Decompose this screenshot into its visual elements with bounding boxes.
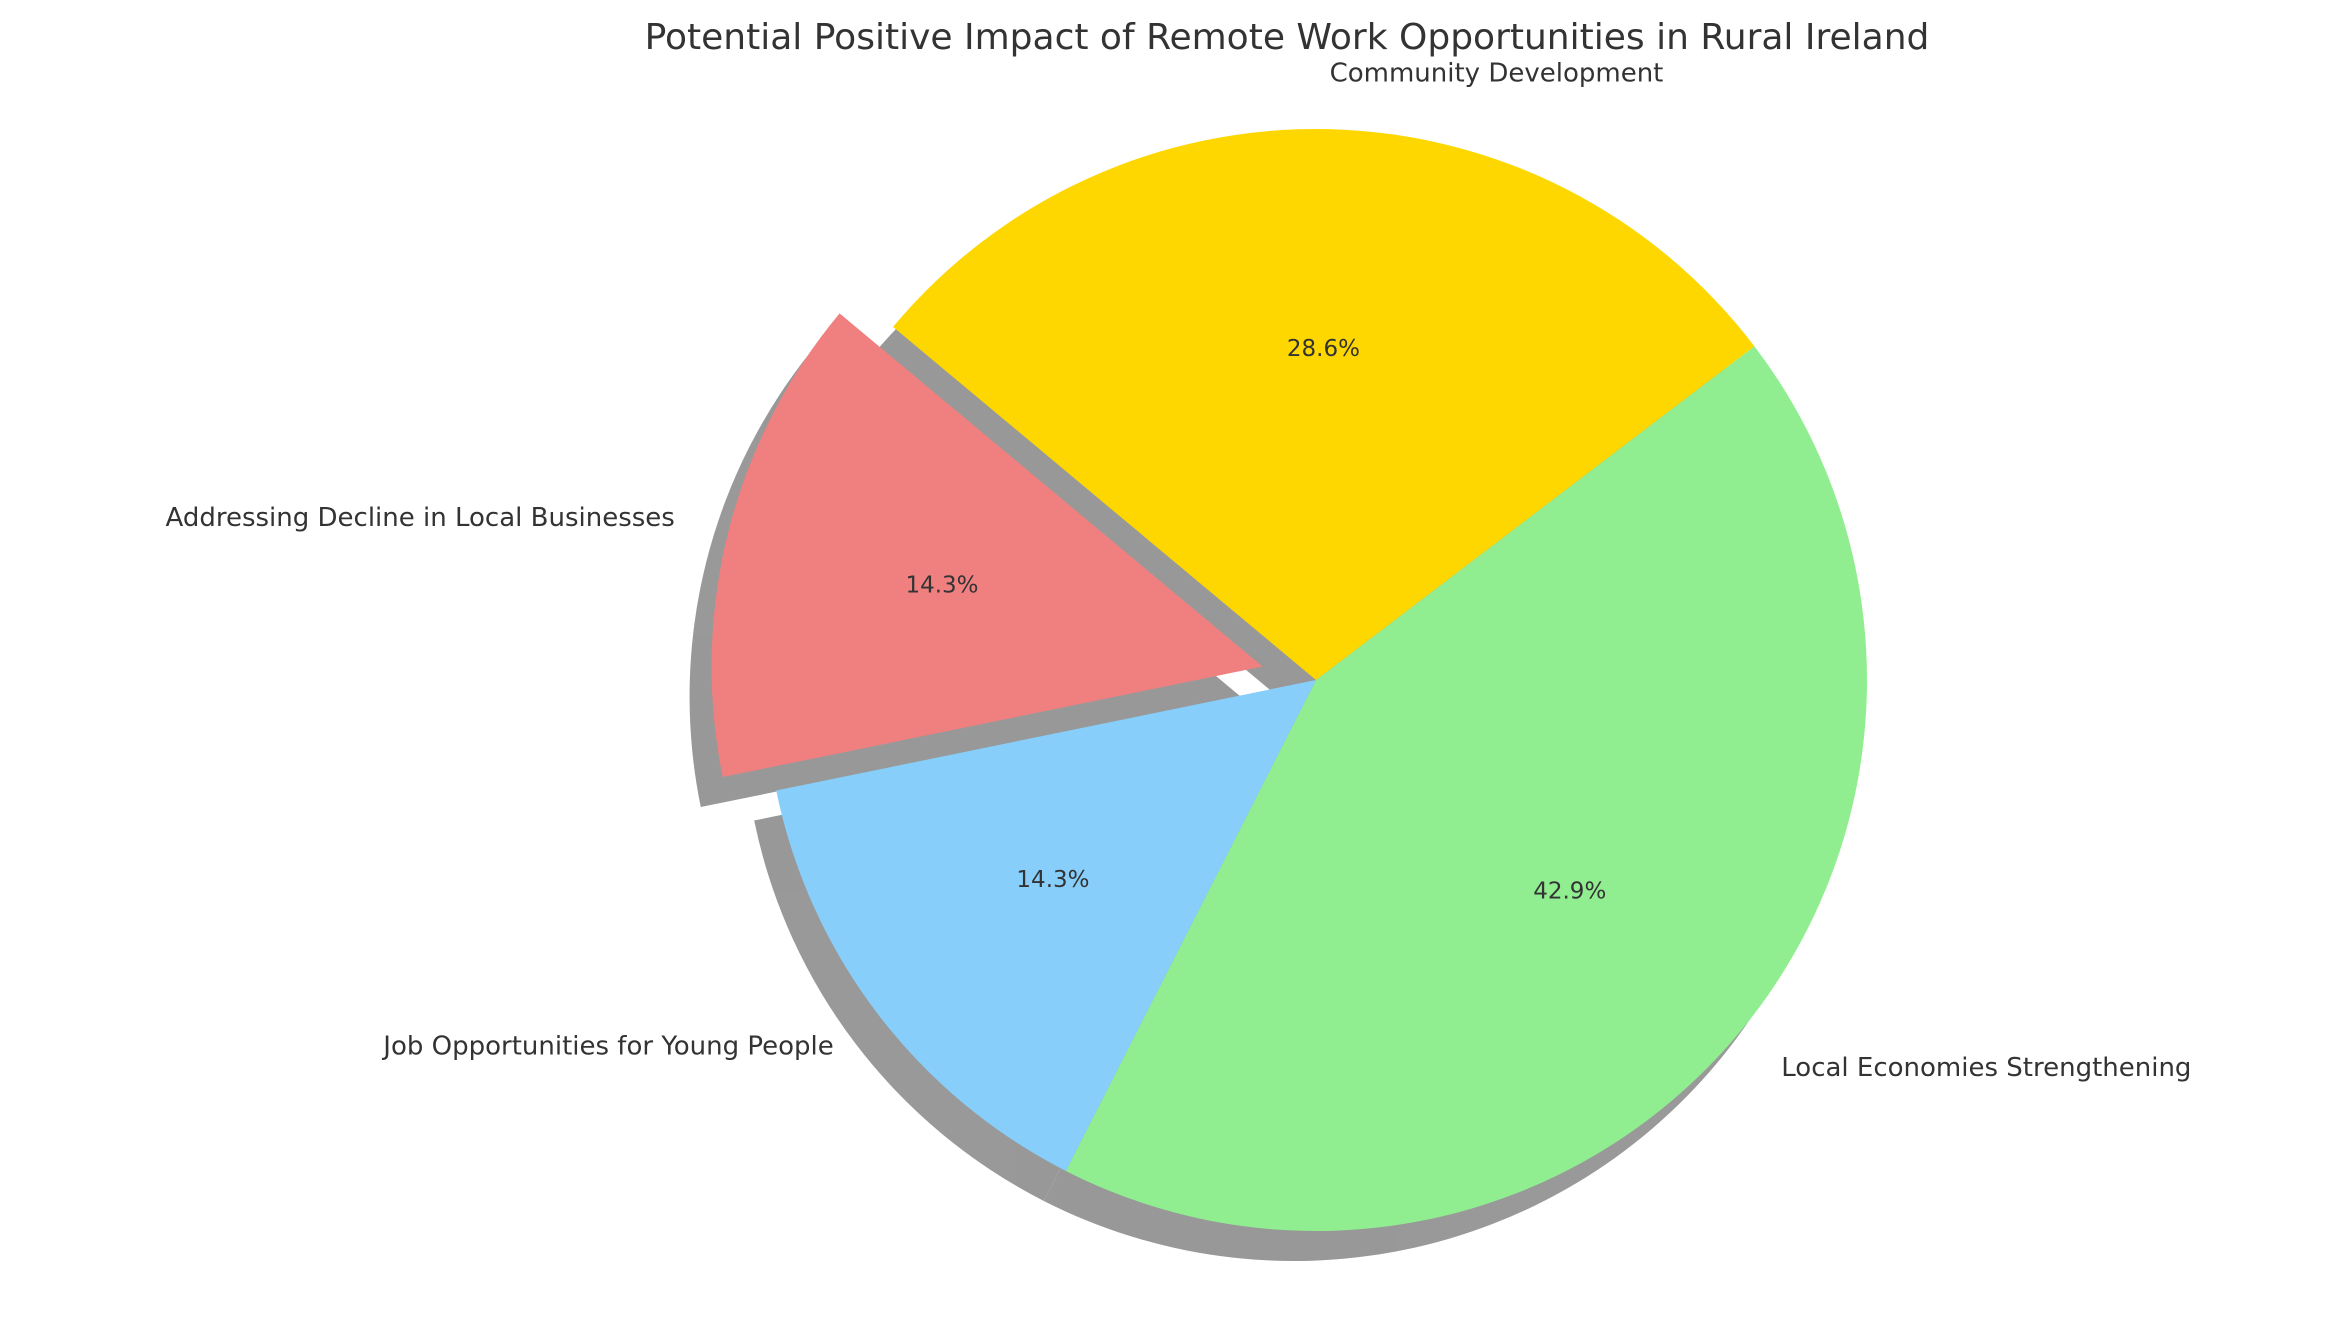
pie-slice <box>776 680 1316 1171</box>
slice-label: Addressing Decline in Local Businesses <box>166 503 675 533</box>
value-label: 14.3% <box>1016 867 1089 893</box>
slice-label: Local Economies Strengthening <box>1781 1053 2191 1083</box>
slice-label: Job Opportunities for Young People <box>381 1032 833 1062</box>
value-label: 28.6% <box>1287 336 1360 362</box>
pie-slice <box>1065 346 1867 1232</box>
value-label: 14.3% <box>905 572 978 598</box>
chart-title: Potential Positive Impact of Remote Work… <box>645 17 1930 58</box>
value-label: 42.9% <box>1533 878 1606 904</box>
slice-label: Community Development <box>1330 59 1664 89</box>
pie-slice <box>711 313 1263 778</box>
pie-slice <box>893 129 1755 680</box>
